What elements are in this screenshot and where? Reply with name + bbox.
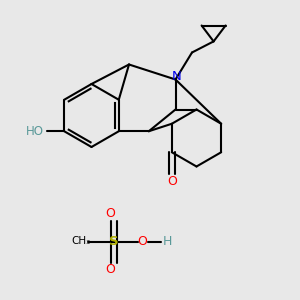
Text: O: O bbox=[106, 207, 115, 220]
Text: CH₃: CH₃ bbox=[71, 236, 91, 247]
Text: HO: HO bbox=[26, 125, 44, 138]
Text: O: O bbox=[167, 175, 177, 188]
Text: O: O bbox=[138, 235, 147, 248]
Text: H: H bbox=[162, 235, 172, 248]
Text: S: S bbox=[109, 235, 119, 248]
Text: N: N bbox=[172, 70, 182, 83]
Text: O: O bbox=[106, 262, 115, 276]
